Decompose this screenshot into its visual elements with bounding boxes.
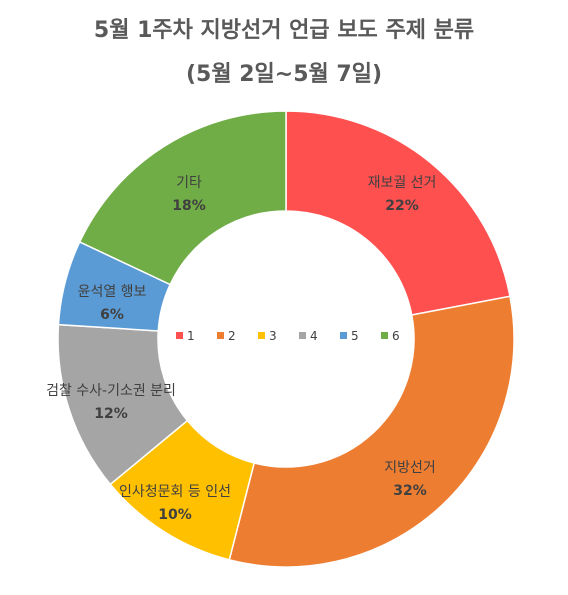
slice-percent-label: 22% <box>385 198 419 214</box>
slice-percent-label: 18% <box>172 198 206 214</box>
legend-label: 2 <box>228 329 236 343</box>
chart-title: 5월 1주차 지방선거 언급 보도 주제 분류 <box>93 18 475 43</box>
legend-swatch <box>176 332 183 339</box>
slice-category-label: 검찰 수사-기소권 분리 <box>46 383 176 399</box>
legend-label: 1 <box>187 329 195 343</box>
legend-swatch <box>258 332 265 339</box>
legend-swatch <box>340 332 347 339</box>
slice-category-label: 재보궐 선거 <box>368 175 437 191</box>
slice-category-label: 인사청문회 등 인선 <box>119 484 231 500</box>
legend-swatch <box>381 332 388 339</box>
legend-label: 3 <box>269 329 277 343</box>
slice-percent-label: 6% <box>100 307 124 323</box>
chart-legend: 1 2 3 4 5 6 <box>176 329 400 343</box>
legend-swatch <box>217 332 224 339</box>
legend-swatch <box>299 332 306 339</box>
slice-percent-label: 12% <box>94 406 128 422</box>
legend-label: 6 <box>392 329 400 343</box>
donut-slice <box>78 110 287 286</box>
slice-category-label: 기타 <box>176 175 202 191</box>
donut-slice <box>228 295 515 568</box>
slice-category-label: 지방선거 <box>384 460 436 476</box>
slice-percent-label: 32% <box>393 483 427 499</box>
chart-subtitle: (5월 2일~5월 7일) <box>185 62 383 87</box>
legend-label: 5 <box>351 329 359 343</box>
slice-category-label: 윤석열 행보 <box>78 284 147 300</box>
slice-percent-label: 10% <box>158 507 192 523</box>
donut-slice <box>285 110 511 316</box>
legend-label: 4 <box>310 329 318 343</box>
